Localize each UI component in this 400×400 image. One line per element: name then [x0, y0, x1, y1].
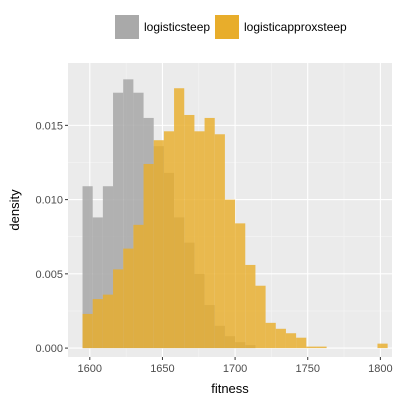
histogram-bars	[82, 79, 388, 349]
legend-key-logisticsteep	[115, 15, 139, 39]
histogram-bar-logisticapproxsteep	[245, 264, 256, 349]
histogram-bar-logisticapproxsteep	[194, 131, 205, 349]
histogram-bar-logisticapproxsteep	[306, 346, 317, 349]
histogram-bar-logisticapproxsteep	[82, 313, 93, 349]
x-tick-label: 1750	[295, 363, 319, 375]
y-axis-title: density	[7, 189, 22, 231]
histogram-bar-logisticapproxsteep	[92, 299, 103, 349]
histogram-bar-logisticsteep	[82, 186, 93, 349]
y-tick-label: 0.000	[35, 343, 63, 355]
axis-tick-labels: 1600 1650 1700 1750 1800 0.000 0.005 0.010 0.015	[35, 120, 392, 375]
histogram-bar-logisticapproxsteep	[143, 163, 154, 349]
axis-ticks	[65, 124, 381, 360]
histogram-bar-logisticapproxsteep	[123, 248, 134, 349]
histogram-bar-logisticapproxsteep	[255, 285, 266, 349]
histogram-bar-logisticapproxsteep	[113, 269, 124, 349]
histogram-bar-logisticapproxsteep	[296, 337, 307, 349]
x-tick-label: 1700	[223, 363, 247, 375]
x-tick-label: 1800	[368, 363, 392, 375]
legend-key-logisticapproxsteep	[215, 15, 239, 39]
histogram-bar-logisticsteep	[92, 217, 103, 349]
histogram-bar-logisticapproxsteep	[316, 346, 327, 349]
histogram-bar-logisticapproxsteep	[265, 322, 276, 349]
histogram-bar-logisticsteep	[113, 92, 124, 349]
y-tick-label: 0.015	[35, 120, 63, 132]
histogram-bar-logisticsteep	[123, 79, 134, 349]
legend: logisticsteep logisticapproxsteep	[115, 15, 347, 39]
x-axis-title: fitness	[211, 381, 249, 396]
histogram-bar-logisticapproxsteep	[153, 140, 164, 349]
histogram-bar-logisticsteep	[133, 92, 144, 349]
histogram-bar-logisticapproxsteep	[377, 343, 388, 349]
histogram-bar-logisticapproxsteep	[214, 134, 225, 349]
y-tick-label: 0.010	[35, 195, 63, 207]
histogram-bar-logisticapproxsteep	[102, 294, 114, 349]
histogram-bar-logisticapproxsteep	[224, 199, 236, 349]
legend-label-logisticapproxsteep: logisticapproxsteep	[244, 20, 347, 34]
legend-label-logisticsteep: logisticsteep	[144, 20, 210, 34]
x-tick-label: 1600	[78, 363, 102, 375]
histogram-bar-logisticapproxsteep	[285, 333, 297, 349]
histogram-bar-logisticsteep	[102, 186, 114, 349]
histogram-bar-logisticapproxsteep	[174, 88, 185, 349]
histogram-bar-logisticapproxsteep	[275, 328, 286, 349]
x-tick-label: 1650	[150, 363, 174, 375]
histogram-bar-logisticapproxsteep	[133, 224, 144, 349]
histogram-bar-logisticapproxsteep	[163, 131, 175, 349]
histogram-bar-logisticapproxsteep	[235, 223, 246, 349]
histogram-bar-logisticapproxsteep	[204, 117, 215, 349]
y-tick-label: 0.005	[35, 269, 63, 281]
histogram-bar-logisticapproxsteep	[184, 114, 195, 349]
